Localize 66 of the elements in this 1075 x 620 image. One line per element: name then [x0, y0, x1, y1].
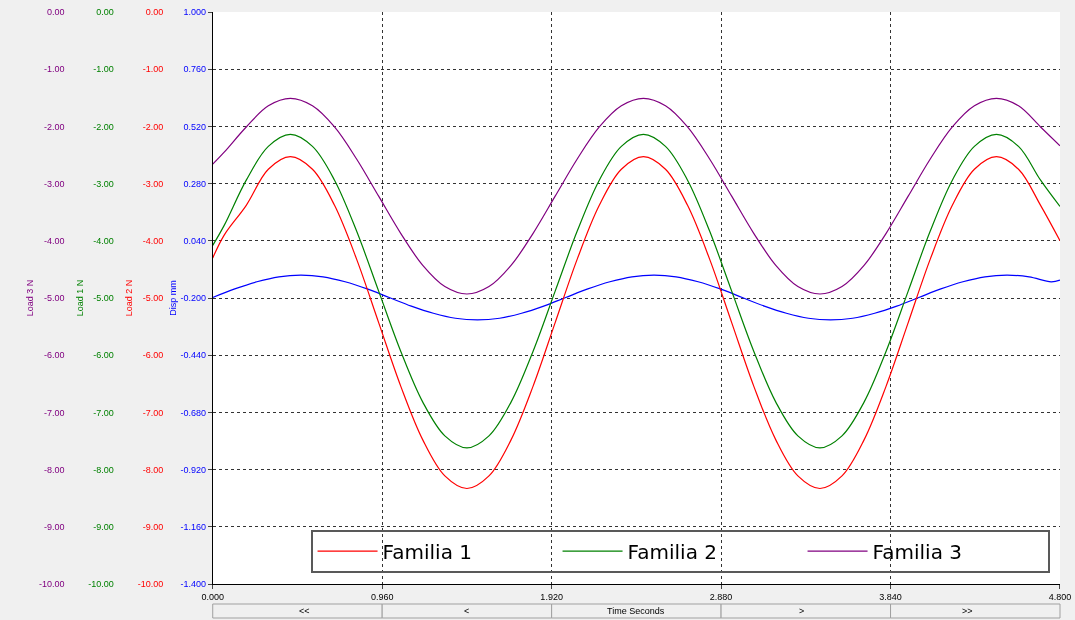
x-tick-label: 0.960: [370, 591, 394, 602]
line-series: [212, 156, 1060, 490]
y2-tick-label: -3.00: [93, 178, 114, 189]
text: -4.00: [43, 235, 65, 246]
y2-axis-title: Load 1 N: [74, 279, 85, 317]
y-tick-label: 0.040: [183, 235, 206, 246]
text: -2.00: [43, 121, 65, 132]
y2-tick-label: -8.00: [93, 464, 114, 475]
y-tick-label: -0.200: [180, 293, 206, 304]
line-series: [212, 97, 1060, 295]
y-tick-label: -1.160: [180, 521, 206, 532]
y2-tick-label: -2.00: [93, 121, 114, 132]
y-tick-label: -0.680: [180, 407, 206, 418]
text: -1.00: [43, 64, 65, 75]
x-tick-label: 3.840: [879, 591, 902, 602]
y2-tick-label: -7.00: [93, 407, 114, 418]
x-tick-label: 1.920: [540, 591, 563, 602]
text: 0.00: [46, 7, 65, 18]
y3-tick-label: -4.00: [142, 235, 164, 246]
text: -10.00: [38, 579, 65, 590]
y2-tick-label: -10.00: [88, 579, 114, 590]
x-tick-label: 4.800: [1048, 591, 1072, 602]
legend-label: Familia 1: [382, 539, 472, 564]
y3-tick-label: -1.00: [142, 64, 164, 75]
text: -6.00: [43, 350, 65, 361]
legend-label: Familia 2: [627, 539, 717, 564]
y3-tick-label: -9.00: [142, 521, 164, 532]
y2-tick-label: 0.00: [96, 7, 114, 18]
y2-tick-label: -5.00: [93, 293, 114, 304]
text: -9.00: [43, 521, 65, 532]
text: <: [464, 606, 470, 616]
y3-tick-label: -7.00: [142, 407, 164, 418]
text: -5.00: [43, 293, 65, 304]
y-axis-title: Disp mm: [167, 280, 178, 316]
x-tick-label: 0.000: [201, 591, 224, 602]
text: <<: [299, 606, 310, 616]
text: -8.00: [43, 464, 65, 475]
y-tick-label: -0.920: [180, 464, 206, 475]
y-tick-label: 1.000: [183, 7, 206, 18]
legend-label: Familia 3: [872, 539, 962, 564]
y2-tick-label: -6.00: [93, 350, 114, 361]
y2-tick-label: -1.00: [93, 64, 114, 75]
x-axis-title: Time Seconds: [607, 606, 665, 616]
text: -3.00: [43, 178, 65, 189]
x-tick-label: 2.880: [709, 591, 733, 602]
text: >>: [962, 606, 973, 616]
y-tick-label: 0.760: [183, 64, 206, 75]
text: >: [799, 606, 805, 616]
y3-tick-label: -3.00: [142, 178, 164, 189]
y2-tick-label: -4.00: [93, 235, 114, 246]
text: Load 3 N: [25, 279, 36, 317]
y-tick-label: -0.440: [180, 350, 206, 361]
y3-tick-label: -5.00: [142, 293, 164, 304]
y3-tick-label: -6.00: [142, 350, 164, 361]
y-tick-label: -1.400: [180, 579, 206, 590]
line-series: [212, 274, 1060, 321]
y3-axis-title: Load 2 N: [124, 279, 135, 317]
y3-tick-label: -10.00: [137, 579, 164, 590]
y2-tick-label: -9.00: [93, 521, 114, 532]
y-tick-label: 0.280: [183, 178, 206, 189]
y-tick-label: 0.520: [183, 121, 206, 132]
line-series: [212, 133, 1060, 449]
y3-tick-label: 0.00: [145, 7, 164, 18]
y3-tick-label: -2.00: [142, 121, 164, 132]
text: -7.00: [43, 407, 65, 418]
y3-tick-label: -8.00: [142, 464, 164, 475]
